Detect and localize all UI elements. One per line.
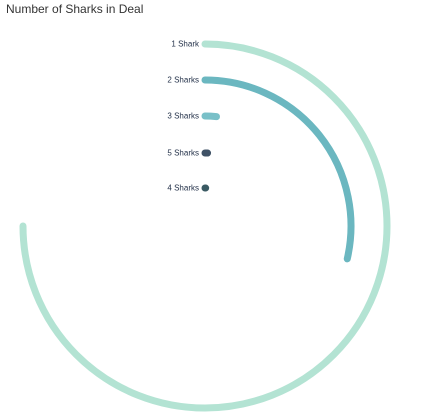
chart-title: Number of Sharks in Deal [6,2,144,16]
bar-2-sharks[interactable] [201,76,355,263]
label-2-sharks: 2 Sharks [167,76,199,85]
labels-layer: 1 Shark 2 Sharks 3 Sharks 5 Sharks 4 Sharks [167,40,200,193]
bars-layer [19,40,391,412]
label-3-sharks: 3 Sharks [167,112,199,121]
bar-1-shark[interactable] [19,40,391,412]
label-5-sharks: 5 Sharks [167,149,199,158]
label-4-sharks: 4 Sharks [167,184,199,193]
bar-3-sharks[interactable] [201,112,220,121]
label-1-shark: 1 Shark [171,40,200,49]
